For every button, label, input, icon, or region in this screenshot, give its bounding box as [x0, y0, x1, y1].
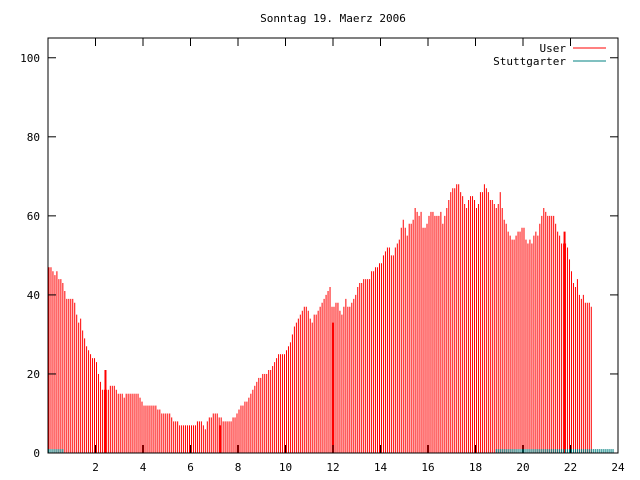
x-tick-label: 18: [469, 461, 482, 474]
y-tick-label: 20: [27, 368, 40, 381]
x-tick-label: 16: [421, 461, 434, 474]
x-tick-label: 20: [516, 461, 529, 474]
x-tick-label: 14: [374, 461, 388, 474]
y-tick-label: 0: [33, 447, 40, 460]
x-tick-label: 4: [140, 461, 147, 474]
x-tick-label: 8: [235, 461, 242, 474]
x-tick-label: 24: [611, 461, 625, 474]
y-tick-label: 100: [20, 52, 40, 65]
y-tick-label: 40: [27, 289, 40, 302]
x-tick-label: 6: [187, 461, 194, 474]
x-tick-label: 10: [279, 461, 292, 474]
y-tick-label: 60: [27, 210, 40, 223]
legend-label: Stuttgarter: [493, 55, 566, 68]
plot-area: [48, 184, 614, 453]
x-tick-label: 22: [564, 461, 577, 474]
legend-label: User: [540, 42, 567, 55]
y-tick-label: 80: [27, 131, 40, 144]
x-tick-label: 2: [92, 461, 99, 474]
chart-title: Sonntag 19. Maerz 2006: [260, 12, 406, 25]
x-tick-label: 12: [326, 461, 339, 474]
